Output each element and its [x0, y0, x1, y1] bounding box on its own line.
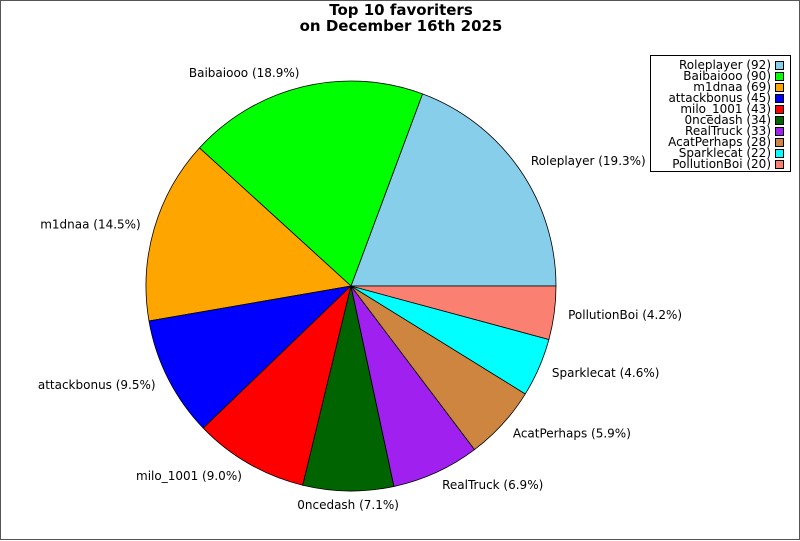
- legend-item: PollutionBoi (20): [672, 157, 784, 171]
- legend-item: AcatPerhaps (28): [668, 135, 784, 149]
- legend-swatch: [775, 83, 784, 92]
- legend-swatch: [775, 116, 784, 125]
- slice-label: milo_1001 (9.0%): [136, 469, 242, 483]
- legend-item: Baibaiooo (90): [683, 69, 784, 83]
- slice-label: 0ncedash (7.1%): [297, 498, 399, 512]
- slice-label: RealTruck (6.9%): [442, 478, 543, 492]
- legend: Roleplayer (92) Baibaiooo (90) m1dnaa (69)…: [650, 55, 791, 172]
- legend-label: Sparklecat (22): [678, 146, 771, 160]
- legend-swatch: [775, 149, 784, 158]
- legend-item: m1dnaa (69): [693, 80, 784, 94]
- legend-label: attackbonus (45): [668, 91, 771, 105]
- legend-item: 0ncedash (34): [684, 113, 784, 127]
- slice-label: Sparklecat (4.6%): [552, 366, 660, 380]
- legend-label: 0ncedash (34): [684, 113, 772, 127]
- legend-label: RealTruck (33): [685, 124, 771, 138]
- pie-slice-milo-1001: [202, 284, 352, 486]
- legend-item: attackbonus (45): [668, 91, 784, 105]
- slice-label: PollutionBoi (4.2%): [568, 308, 682, 322]
- legend-swatch: [775, 160, 784, 169]
- legend-item: Roleplayer (92): [678, 58, 784, 72]
- legend-item: Sparklecat (22): [678, 146, 784, 160]
- legend-label: Baibaiooo (90): [683, 69, 771, 83]
- chart-title: Top 10 favoriters: [329, 1, 473, 19]
- legend-label: Roleplayer (92): [678, 58, 771, 72]
- slice-label: attackbonus (9.5%): [38, 378, 156, 392]
- chart-subtitle: on December 16th 2025: [299, 17, 503, 35]
- slice-label: Roleplayer (19.3%): [531, 154, 646, 168]
- pie-slice-attackbonus: [148, 285, 353, 429]
- legend-label: AcatPerhaps (28): [668, 135, 771, 149]
- legend-swatch: [775, 94, 784, 103]
- slice-label: m1dnaa (14.5%): [40, 218, 141, 232]
- legend-swatch: [775, 138, 784, 147]
- pie-slice-m1dnaa: [145, 147, 352, 322]
- legend-label: milo_1001 (43): [680, 102, 771, 116]
- legend-item: milo_1001 (43): [680, 102, 784, 116]
- legend-swatch: [775, 72, 784, 81]
- legend-item: RealTruck (33): [685, 124, 784, 138]
- slice-label: Baibaiooo (18.9%): [189, 66, 300, 80]
- pie-slice-roleplayer: [350, 93, 557, 287]
- legend-swatch: [775, 127, 784, 136]
- legend-label: m1dnaa (69): [693, 80, 771, 94]
- legend-swatch: [775, 61, 784, 70]
- slice-label: AcatPerhaps (5.9%): [513, 427, 631, 441]
- pie-slice-baibaiooo: [198, 80, 424, 287]
- legend-swatch: [775, 105, 784, 114]
- legend-label: PollutionBoi (20): [672, 157, 771, 171]
- pie-slice-pollutionboi: [350, 285, 557, 340]
- chart-title-block: Top 10 favoriters on December 16th 2025: [1, 2, 800, 34]
